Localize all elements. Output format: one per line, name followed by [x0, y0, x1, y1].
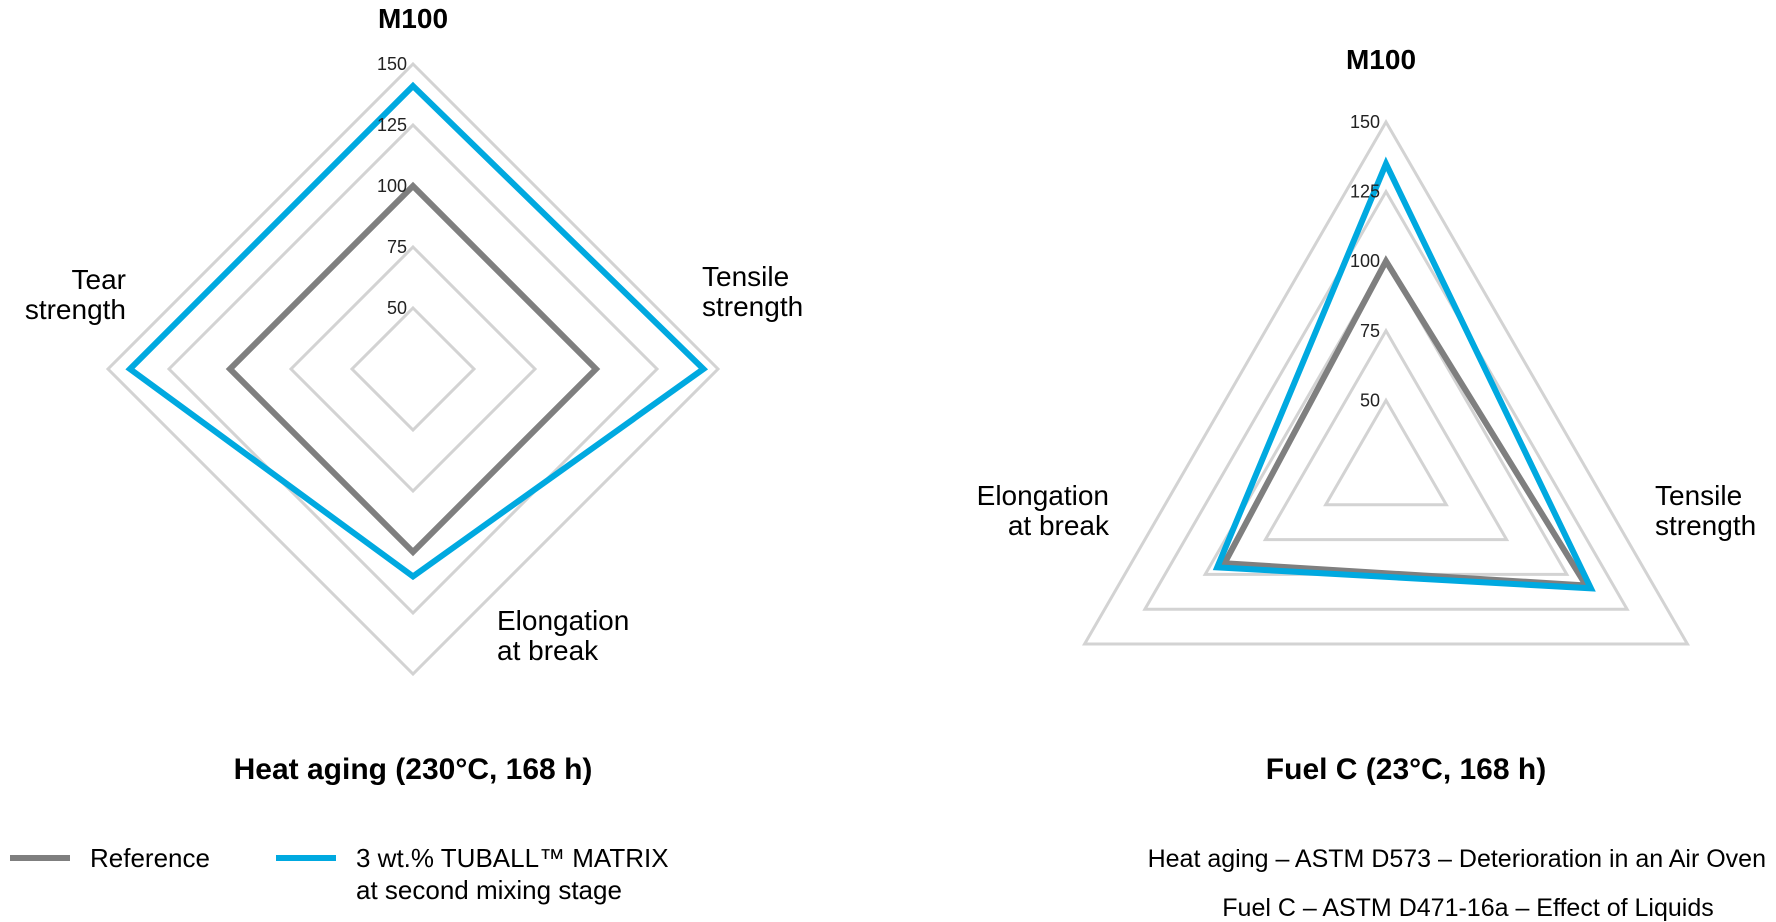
- legend: Reference 3 wt.% TUBALL™ MATRIX at secon…: [10, 843, 669, 905]
- tick-label-50: 50: [1360, 390, 1380, 410]
- legend-label-tuball-line1: 3 wt.% TUBALL™ MATRIX: [356, 843, 669, 873]
- legend-item-tuball: 3 wt.% TUBALL™ MATRIX at second mixing s…: [276, 843, 669, 905]
- tick-label-75: 75: [1360, 321, 1380, 341]
- grid-ring-125: [1142, 188, 1630, 611]
- axis-label-tensile-strength: Tensile strength: [702, 261, 803, 322]
- tick-label-50: 50: [387, 298, 407, 318]
- axis-label-tear-strength: Tear strength: [25, 264, 126, 325]
- series-polygon-reference: [1219, 255, 1592, 589]
- chart-fuel-c: 50 75 100 125 150 M100 Tensile strength Elongati…: [977, 44, 1756, 646]
- tick-label-125: 125: [1350, 182, 1380, 202]
- tick-label-150: 150: [1350, 112, 1380, 132]
- axis-label-elongation-at-break: Elongation at break: [977, 480, 1110, 541]
- legend-label-tuball-line2: at second mixing stage: [356, 875, 622, 905]
- note-fuel-c-method: Fuel C – ASTM D471-16a – Effect of Liqui…: [1222, 894, 1713, 922]
- grid-ring-125: [166, 122, 660, 616]
- grid-ring-150: [105, 61, 721, 677]
- chart-title-heat-aging: Heat aging (230°C, 168 h): [234, 753, 593, 786]
- grid-ring-50: [1323, 397, 1449, 507]
- series-polygon-tuball: [125, 81, 709, 581]
- grid-ring-75: [1262, 327, 1510, 542]
- tick-label-150: 150: [377, 54, 407, 74]
- axis-label-tensile-strength: Tensile strength: [1655, 480, 1756, 541]
- tick-label-75: 75: [387, 237, 407, 257]
- grid-ring-100: [1202, 258, 1570, 576]
- tick-label-125: 125: [377, 115, 407, 135]
- legend-item-reference: Reference: [10, 843, 210, 873]
- axis-label-m100: M100: [1346, 44, 1416, 75]
- legend-label-reference: Reference: [90, 843, 210, 873]
- series-polygon-tuball: [1212, 156, 1596, 592]
- grid-ring-75: [288, 244, 538, 494]
- chart-heat-aging: 50 75 100 125 150 M100 Tensile strength Elongati…: [25, 3, 803, 677]
- grid-ring-50: [349, 305, 477, 433]
- series-polygon-reference: [225, 181, 601, 557]
- grid-ring-100: [227, 183, 599, 555]
- tick-label-100: 100: [377, 176, 407, 196]
- tick-label-100: 100: [1350, 251, 1380, 271]
- note-heat-aging-method: Heat aging – ASTM D573 – Deterioration i…: [1148, 845, 1766, 873]
- axis-label-m100: M100: [378, 3, 448, 34]
- chart-title-fuel-c: Fuel C (23°C, 168 h): [1266, 753, 1546, 786]
- axis-label-elongation-at-break: Elongation at break: [497, 605, 629, 666]
- grid-ring-150: [1082, 119, 1690, 646]
